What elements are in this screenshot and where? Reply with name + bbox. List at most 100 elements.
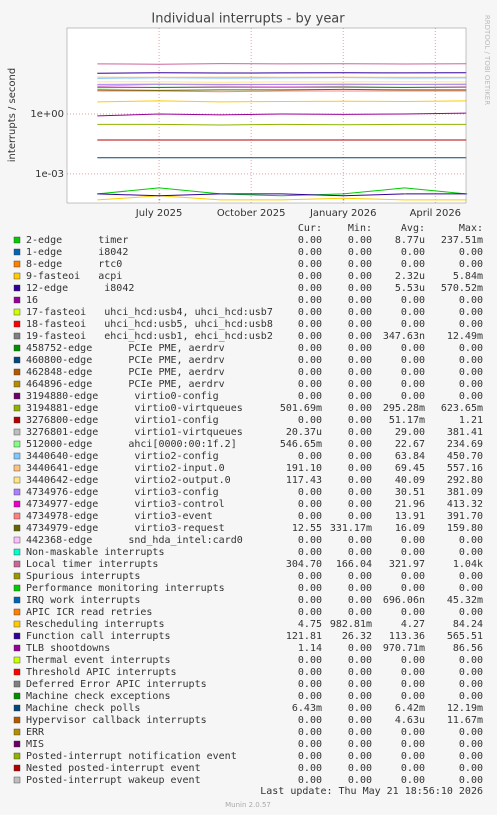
legend-stat: 0.00 [298,727,322,738]
legend-stat: 0.00 [348,259,372,270]
legend-stat: 12.49m [447,331,483,342]
legend-label: APIC ICR read retries [26,607,152,618]
legend-label: 512000-edge ahci[0000:00:1f.2] [26,439,237,450]
legend-label: 4734976-edge virtio3-config [26,487,219,498]
legend-swatch [13,572,21,580]
legend-stat: 0.00 [298,259,322,270]
legend-label: 460800-edge PCIe PME, aerdrv [26,355,225,366]
legend-stat: 570.52m [441,283,483,294]
legend-label: Rescheduling interrupts [26,619,164,630]
legend-stat: 0.00 [401,259,425,270]
version: Munin 2.0.57 [225,801,271,809]
legend-stat: 0.00 [348,247,372,258]
legend-stat: 234.69 [447,439,483,450]
legend-swatch [13,368,21,376]
legend-label: 19-fasteoi ehci_hcd:usb1, ehci_hcd:usb2 [26,331,273,342]
legend-stat: 0.00 [401,607,425,618]
legend-stat: 413.32 [447,499,483,510]
legend-stat: 0.00 [348,307,372,318]
legend-stat: 295.28m [383,403,425,414]
legend-stat: 0.00 [401,535,425,546]
legend-stat: 0.00 [348,331,372,342]
legend-label: 3276800-edge virtio1-config [26,415,219,426]
legend-stat: 0.00 [348,391,372,402]
legend-stat: 0.00 [298,667,322,678]
legend-swatch [13,536,21,544]
legend-stat: 0.00 [298,355,322,366]
legend-stat: 0.00 [298,319,322,330]
legend-stat: 0.00 [298,451,322,462]
legend-stat: 0.00 [298,751,322,762]
legend-label: 12-edge i8042 [26,283,134,294]
legend-stat: 970.71m [383,643,425,654]
legend-stat: 6.42m [395,703,425,714]
legend-label: 8-edge rtc0 [26,259,122,270]
legend-swatch [13,644,21,652]
legend-stat: 0.00 [348,547,372,558]
legend-stat: 0.00 [401,355,425,366]
legend-swatch [13,476,21,484]
legend-stat: 0.00 [459,247,483,258]
legend-stat: 0.00 [459,775,483,786]
legend-stat: 0.00 [348,715,372,726]
legend-stat: 331.17m [330,523,372,534]
legend-stat: 0.00 [348,595,372,606]
legend-stat: 51.17m [389,415,425,426]
legend-stat: 0.00 [459,367,483,378]
y-axis-label: interrupts / second [7,68,18,162]
legend-stat: 0.00 [298,487,322,498]
legend-label: 458752-edge PCIe PME, aerdrv [26,343,225,354]
legend-stat: 0.00 [348,403,372,414]
legend-swatch [13,320,21,328]
legend-stat: 0.00 [298,247,322,258]
legend-stat: 0.00 [459,307,483,318]
legend-swatch [13,716,21,724]
legend-stat: 0.00 [459,607,483,618]
legend-swatch [13,380,21,388]
legend-swatch [13,524,21,532]
legend-label: TLB shootdowns [26,643,110,654]
legend-stat: 13.91 [395,511,425,522]
y-tick-label: 1e+00 [30,109,64,120]
legend-stat: 4.63u [395,715,425,726]
legend-stat: 26.32 [342,631,372,642]
legend-stat: 381.41 [447,427,483,438]
legend-stat: 0.00 [348,775,372,786]
legend-label: Nested posted-interrupt event [26,763,201,774]
legend-stat: 237.51m [441,235,483,246]
legend-stat: 29.00 [395,427,425,438]
legend-stat: 0.00 [298,235,322,246]
legend-label: 4734977-edge virtio3-control [26,499,225,510]
legend-stat: 0.00 [348,739,372,750]
legend-stat: 0.00 [348,451,372,462]
legend-stat: 0.00 [298,583,322,594]
legend-label: Local timer interrupts [26,559,158,570]
legend-label: 3440640-edge virtio2-config [26,451,219,462]
legend-stat: 0.00 [401,307,425,318]
legend-stat: 501.69m [280,403,322,414]
legend-label: 464896-edge PCIe PME, aerdrv [26,379,225,390]
legend-stat: 166.04 [336,559,372,570]
legend-swatch [13,692,21,700]
legend-stat: 0.00 [348,283,372,294]
legend-swatch [13,404,21,412]
legend-stat: 0.00 [348,763,372,774]
legend-swatch [13,776,21,784]
legend-stat: 0.00 [459,295,483,306]
legend-stat: 0.00 [298,571,322,582]
legend-label: 2-edge timer [26,235,128,246]
legend-stat: 0.00 [401,655,425,666]
series-line [97,123,467,126]
legend-stat: 450.70 [447,451,483,462]
series-line [97,63,467,65]
legend-label: Performance monitoring interrupts [26,583,225,594]
legend-stat: 0.00 [459,391,483,402]
legend-stat: 30.51 [395,487,425,498]
last-update: Last update: Thu May 21 18:56:10 2026 [260,786,483,797]
series-line [97,187,467,197]
legend-stat: 0.00 [459,679,483,690]
legend-stat: 623.65m [441,403,483,414]
legend-stat: 0.00 [401,571,425,582]
legend-label: Deferred Error APIC interrupts [26,679,207,690]
legend-stat: 0.00 [298,379,322,390]
